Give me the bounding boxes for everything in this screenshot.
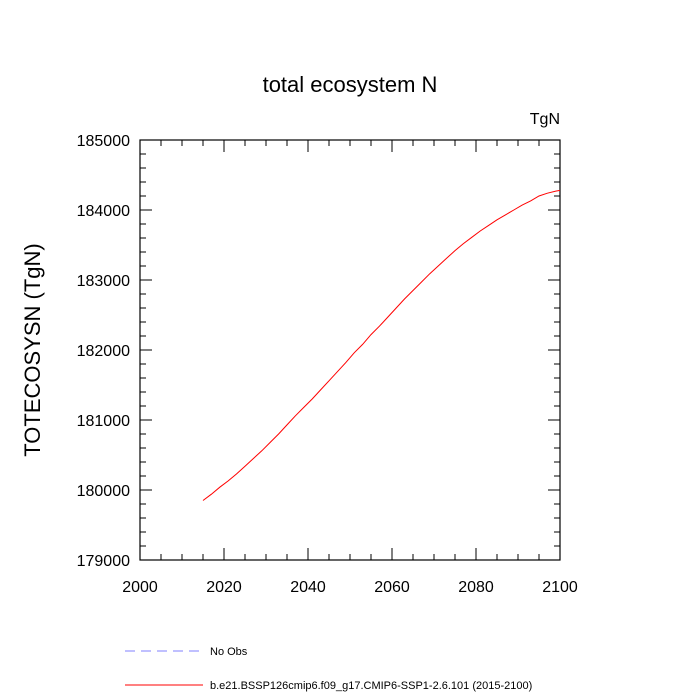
x-tick-label: 2000 (122, 579, 158, 596)
axis-ticks (139, 139, 561, 561)
legend-label-model: b.e21.BSSP126cmip6.f09_g17.CMIP6-SSP1-2.… (210, 680, 532, 692)
y-tick-label: 181000 (77, 413, 130, 430)
y-tick-label: 182000 (77, 343, 130, 360)
y-tick-label: 180000 (77, 483, 130, 500)
legend: No Obs b.e21.BSSP126cmip6.f09_g17.CMIP6-… (125, 646, 532, 692)
y-tick-label: 184000 (77, 203, 130, 220)
data-series (202, 189, 561, 501)
y-axis-label: TOTECOSYSN (TgN) (20, 243, 45, 457)
units-label: TgN (530, 111, 560, 128)
x-tick-label: 2100 (542, 579, 578, 596)
x-tick-labels: 2000 2020 2040 2060 2080 2100 (122, 579, 578, 596)
legend-label-no-obs: No Obs (210, 646, 248, 658)
series-line-1 (202, 189, 561, 501)
y-tick-labels: 179000 180000 181000 182000 183000 184000 1850… (77, 133, 130, 570)
x-tick-label: 2020 (206, 579, 242, 596)
y-tick-label: 179000 (77, 553, 130, 570)
x-tick-label: 2040 (290, 579, 326, 596)
y-tick-label: 183000 (77, 273, 130, 290)
chart-title: total ecosystem N (263, 72, 438, 97)
x-tick-label: 2080 (458, 579, 494, 596)
x-tick-label: 2060 (374, 579, 410, 596)
plot-frame (139, 139, 561, 561)
y-tick-label: 185000 (77, 133, 130, 150)
